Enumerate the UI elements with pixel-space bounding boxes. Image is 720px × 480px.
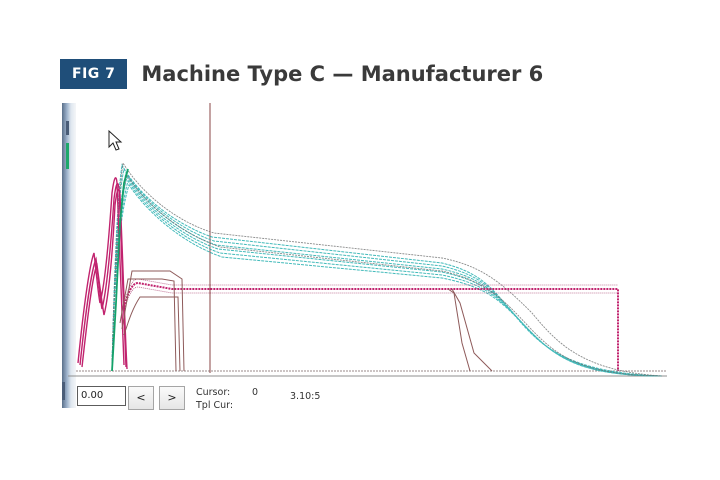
brown-trace-group <box>119 270 493 372</box>
magenta-trace <box>79 182 127 368</box>
grey-trace <box>111 161 663 377</box>
figure-header: FIG 7 Machine Type C — Manufacturer 6 <box>60 58 543 90</box>
trace-toolbar: 0.00 < > Cursor: Tpl Cur: 0 3.10:5 <box>62 375 667 415</box>
prev-button[interactable]: < <box>128 386 154 410</box>
grey-trace-group <box>111 161 663 377</box>
mouse-pointer-icon <box>108 129 123 151</box>
tpl-cur-label: Tpl Cur: <box>196 400 234 411</box>
screenshot-panel: 0.00 < > Cursor: Tpl Cur: 0 3.10:5 <box>62 103 667 415</box>
brown-trace <box>121 270 185 372</box>
green-rise-trace <box>111 168 129 372</box>
brown-trace <box>451 288 493 372</box>
magenta-trace <box>77 177 125 366</box>
magenta-trace-group <box>77 177 128 370</box>
figure-title: Machine Type C — Manufacturer 6 <box>141 62 544 86</box>
trace-plot[interactable] <box>62 103 667 383</box>
window-edge-strip <box>62 103 76 408</box>
cyan-trace <box>111 179 663 377</box>
time-value: 3.10:5 <box>290 391 321 402</box>
figure-badge: FIG 7 <box>60 59 128 89</box>
cursor-label: Cursor: <box>196 387 231 398</box>
magenta-plateau-thin <box>123 286 618 312</box>
magenta-plateau-thin-group <box>123 278 618 312</box>
brown-trace <box>447 288 471 372</box>
cyan-trace <box>111 163 663 377</box>
brown-trace <box>123 296 181 372</box>
position-input[interactable]: 0.00 <box>77 386 126 406</box>
magenta-plateau-trace <box>123 281 619 371</box>
next-button[interactable]: > <box>159 386 185 410</box>
cyan-trace <box>111 175 663 377</box>
cursor-value: 0 <box>252 387 259 398</box>
magenta-plateau-thin <box>123 278 618 304</box>
scroll-thumb[interactable] <box>66 143 69 169</box>
scroll-marker[interactable] <box>66 121 69 135</box>
brown-trace <box>119 278 177 372</box>
cyan-trace <box>111 183 663 377</box>
cyan-trace-group <box>111 163 663 377</box>
cyan-trace <box>111 171 663 377</box>
magenta-trace <box>81 188 128 370</box>
grey-trace <box>111 173 663 377</box>
window-corner <box>62 382 65 400</box>
